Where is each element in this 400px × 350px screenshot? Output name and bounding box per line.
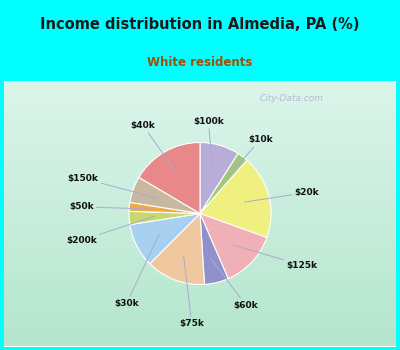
Wedge shape <box>200 160 271 238</box>
Text: $75k: $75k <box>179 257 204 328</box>
Wedge shape <box>200 154 247 214</box>
Wedge shape <box>200 142 238 214</box>
Text: $10k: $10k <box>228 135 272 177</box>
Wedge shape <box>130 177 200 213</box>
Text: City-Data.com: City-Data.com <box>260 94 324 103</box>
Text: White residents: White residents <box>147 56 253 69</box>
Text: $50k: $50k <box>69 202 154 211</box>
Text: $150k: $150k <box>68 174 157 198</box>
Text: $200k: $200k <box>66 216 154 245</box>
Wedge shape <box>129 202 200 214</box>
Wedge shape <box>200 214 267 279</box>
Wedge shape <box>129 211 200 225</box>
Text: Income distribution in Almedia, PA (%): Income distribution in Almedia, PA (%) <box>40 17 360 32</box>
Text: $100k: $100k <box>193 117 224 169</box>
Text: $40k: $40k <box>131 121 177 174</box>
Wedge shape <box>139 142 200 214</box>
Text: $20k: $20k <box>244 188 319 202</box>
Text: $60k: $60k <box>211 258 258 310</box>
Wedge shape <box>150 214 204 285</box>
Wedge shape <box>200 214 228 285</box>
Text: $125k: $125k <box>234 245 318 270</box>
Text: $30k: $30k <box>114 234 159 308</box>
Wedge shape <box>130 214 200 264</box>
